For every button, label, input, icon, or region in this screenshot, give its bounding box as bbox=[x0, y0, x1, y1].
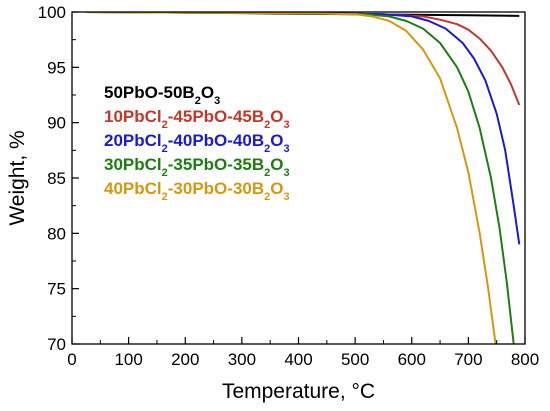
y-tick-label: 85 bbox=[47, 169, 66, 188]
legend-entry-2: 10PbCl2-45PbO-45B2O3 bbox=[104, 107, 290, 131]
x-tick-label: 600 bbox=[398, 350, 426, 369]
y-tick-label: 95 bbox=[47, 58, 66, 77]
x-tick-label: 500 bbox=[341, 350, 369, 369]
y-tick-label: 75 bbox=[47, 280, 66, 299]
x-axis-title: Temperature, °C bbox=[222, 380, 375, 403]
series-line-5 bbox=[86, 12, 497, 344]
x-tick-label: 300 bbox=[228, 350, 256, 369]
x-tick-label: 700 bbox=[454, 350, 482, 369]
x-tick-label: 400 bbox=[284, 350, 312, 369]
legend-entry-1: 50PbO-50B2O3 bbox=[104, 83, 220, 107]
legend-entry-5: 40PbCl2-30PbO-30B2O3 bbox=[104, 179, 290, 203]
y-tick-label: 70 bbox=[47, 335, 66, 354]
x-tick-label: 0 bbox=[67, 350, 76, 369]
legend-entry-3: 20PbCl2-40PbO-40B2O3 bbox=[104, 131, 290, 155]
series-line-4 bbox=[86, 12, 515, 344]
y-axis-title: Weight, % bbox=[6, 130, 29, 225]
x-tick-label: 800 bbox=[511, 350, 539, 369]
x-tick-label: 200 bbox=[171, 350, 199, 369]
axes: 0 100 200 300 400 500 600 700 800 70 75 80 85 90 95 100 bbox=[38, 3, 540, 369]
x-tick-label: 100 bbox=[114, 350, 142, 369]
legend-entry-4: 30PbCl2-35PbO-35B2O3 bbox=[104, 155, 290, 179]
y-tick-label: 90 bbox=[47, 114, 66, 133]
legend: 50PbO-50B2O310PbCl2-45PbO-45B2O320PbCl2-… bbox=[104, 83, 290, 203]
plot-lines bbox=[86, 12, 521, 344]
y-tick-label: 100 bbox=[38, 3, 66, 22]
plot-frame bbox=[71, 11, 526, 345]
y-tick-label: 80 bbox=[47, 224, 66, 243]
series-line-3 bbox=[86, 12, 521, 245]
